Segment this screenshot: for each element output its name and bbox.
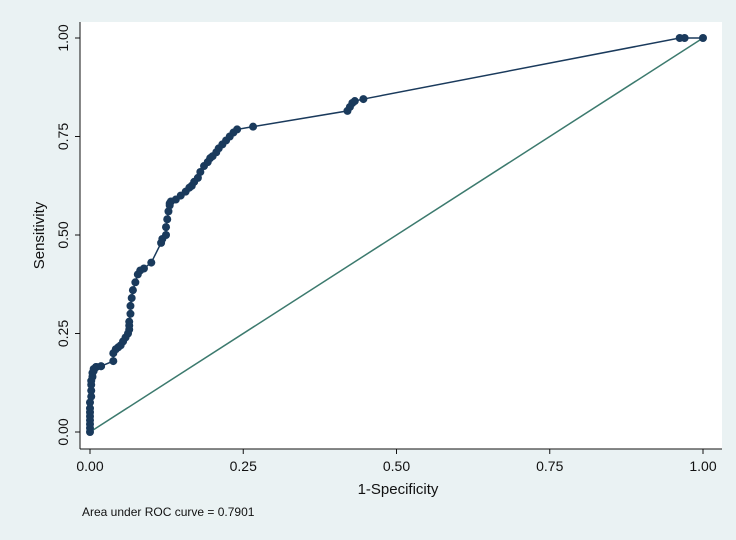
roc-point xyxy=(126,309,135,318)
roc-point xyxy=(249,122,258,131)
roc-point xyxy=(680,34,689,42)
roc-point xyxy=(126,301,135,310)
roc-point xyxy=(163,215,172,224)
roc-point xyxy=(86,404,94,413)
y-tick-label: 0.50 xyxy=(55,221,71,248)
roc-point xyxy=(162,231,171,239)
roc-point xyxy=(125,317,134,326)
x-tick-label: 0.50 xyxy=(383,458,410,474)
y-tick-label: 0.75 xyxy=(55,123,71,150)
series-layer xyxy=(86,34,707,436)
x-tick-label: 0.75 xyxy=(536,458,563,474)
roc-point xyxy=(87,386,96,395)
roc-point xyxy=(699,34,707,42)
reference-line xyxy=(89,37,704,433)
y-tick-label: 1.00 xyxy=(55,24,71,51)
x-tick-label: 1.00 xyxy=(689,458,716,474)
plot-area xyxy=(80,22,722,449)
roc-point xyxy=(233,125,242,134)
x-tick-label: 0.00 xyxy=(76,458,103,474)
y-tick-label: 0.25 xyxy=(55,320,71,347)
roc-point xyxy=(162,223,171,232)
y-ticks: 0.00 0.25 0.50 0.75 1.00 xyxy=(55,24,80,446)
auc-note: Area under ROC curve = 0.7901 xyxy=(82,505,255,519)
roc-point xyxy=(359,95,368,104)
roc-point xyxy=(131,278,140,287)
y-axis-title: Sensitivity xyxy=(31,201,48,269)
roc-point xyxy=(139,264,148,273)
roc-point xyxy=(196,167,205,176)
roc-point xyxy=(109,357,118,366)
roc-point xyxy=(128,286,137,295)
roc-point xyxy=(350,97,359,106)
roc-point xyxy=(127,294,136,303)
roc-point xyxy=(97,362,106,371)
roc-point xyxy=(87,392,96,401)
roc-point xyxy=(147,258,156,267)
x-axis-title: 1-Specificity xyxy=(358,481,439,498)
x-tick-label: 0.25 xyxy=(230,458,257,474)
x-ticks: 0.00 0.25 0.50 0.75 1.00 xyxy=(76,449,717,474)
y-tick-label: 0.00 xyxy=(55,418,71,445)
